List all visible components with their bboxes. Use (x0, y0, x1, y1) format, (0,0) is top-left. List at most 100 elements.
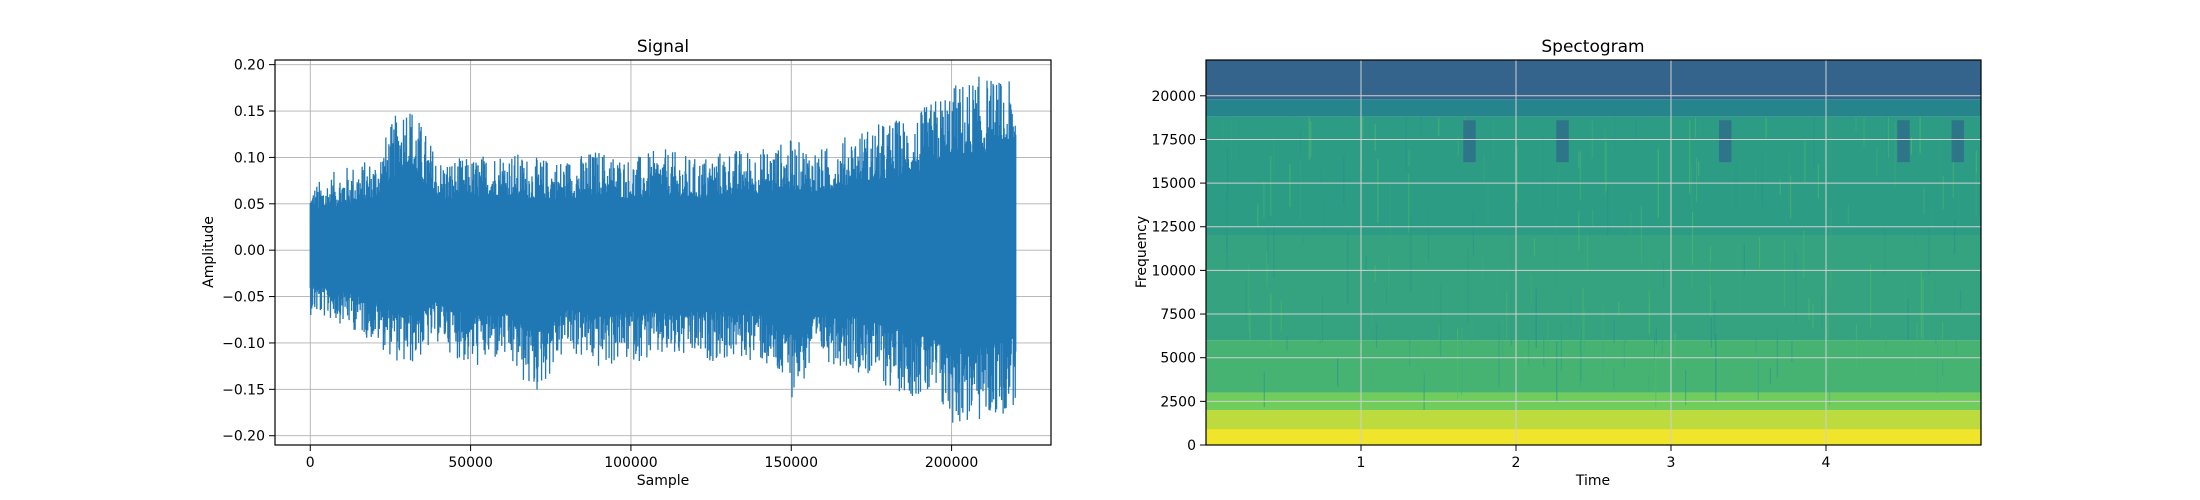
spectrogram-texture (1662, 262, 1665, 288)
spectrogram-texture (1788, 151, 1790, 208)
signal-x-tick-label: 0 (306, 455, 315, 471)
spectrogram-texture (1661, 324, 1663, 355)
spectrogram-texture (1648, 290, 1650, 334)
spectrogram-texture (1830, 271, 1832, 290)
spectrogram-texture (1578, 211, 1580, 251)
spectrogram-texture (1482, 257, 1484, 280)
spectrogram-texture (1586, 234, 1588, 271)
spectrogram-texture (1557, 145, 1560, 209)
spectrogram-texture (1337, 357, 1339, 387)
spectrogram-texture (1583, 308, 1585, 354)
spectrogram-texture (1884, 222, 1886, 275)
spectrogram-texture (1363, 121, 1365, 164)
spectrogram-texture (1790, 175, 1792, 220)
spectrogram-texture (1410, 216, 1412, 291)
signal-y-tick-label: 0.20 (234, 58, 265, 74)
spectrogram-texture (1579, 150, 1581, 200)
spectrogram-texture (1623, 334, 1625, 369)
spectrogram-texture (1405, 116, 1407, 172)
signal-y-tick-label: 0.10 (234, 150, 265, 166)
spectrogram-texture (1923, 187, 1925, 215)
spectrogram-texture (1710, 262, 1712, 287)
spectrogram-texture (1884, 333, 1887, 349)
spectrogram-texture (1821, 295, 1823, 328)
spectrogram-texture (1289, 164, 1291, 208)
spectrogram-texture (1524, 350, 1526, 370)
signal-y-tick-label: −0.15 (222, 382, 265, 398)
signal-y-tick-label: 0.15 (234, 104, 265, 120)
spectrogram-axes-frame (1205, 59, 1982, 446)
spectrogram-texture (1273, 137, 1275, 172)
spectrogram-texture (1510, 235, 1512, 280)
spectrogram-texture (1855, 116, 1857, 132)
spectrogram-texture (1554, 217, 1557, 285)
spectrogram-texture (1387, 254, 1390, 290)
spectrogram-texture (1738, 242, 1740, 313)
signal-title: Signal (637, 37, 689, 57)
spectrogram-texture (1920, 271, 1922, 338)
spectrogram-texture (1829, 116, 1832, 170)
spectrogram-texture (1324, 198, 1326, 234)
spectrogram-texture (1372, 364, 1374, 385)
signal-y-tick-label: −0.05 (222, 290, 265, 306)
spectrogram-texture (1347, 230, 1349, 305)
spectrogram-texture (1471, 317, 1473, 344)
spectrogram-texture (1570, 293, 1572, 327)
spectrogram-x-tick-label: 3 (1667, 455, 1676, 471)
spectrogram-texture (1375, 323, 1378, 348)
spectrogram-y-tick-label: 15000 (1151, 176, 1196, 192)
spectrogram-texture (1487, 182, 1489, 223)
spectrogram-notch (1556, 120, 1569, 163)
spectrogram-texture (1808, 298, 1810, 321)
spectrogram-texture (1300, 151, 1302, 220)
signal-y-tick-label: 0.05 (234, 197, 265, 213)
spectrogram-texture (1952, 139, 1954, 198)
spectrogram-texture (1511, 238, 1513, 309)
spectrogram-texture (1319, 168, 1321, 188)
spectrogram-texture (1280, 300, 1282, 332)
spectrogram-texture (1941, 322, 1944, 381)
spectrogram-texture (1691, 211, 1694, 265)
spectrogram-texture (1626, 306, 1628, 342)
spectrogram-texture (1226, 193, 1228, 253)
spectrogram-texture (1257, 204, 1259, 227)
spectrogram-texture (1942, 175, 1944, 209)
spectrogram-y-tick-label: 2500 (1160, 394, 1196, 410)
spectrogram-texture (1674, 332, 1676, 371)
spectrogram-texture (1613, 116, 1615, 153)
spectrogram-texture (1439, 284, 1442, 357)
spectrogram-texture (1613, 368, 1615, 389)
spectrogram-texture (1905, 275, 1907, 302)
spectrogram-texture (1530, 274, 1532, 304)
spectrogram-texture (1221, 116, 1223, 132)
spectrogram-texture (1580, 325, 1582, 382)
spectrogram-texture (1386, 286, 1388, 304)
spectrogram-texture (1930, 281, 1932, 302)
spectrogram-texture (1640, 205, 1643, 264)
spectrogram-title: Spectogram (1541, 37, 1644, 57)
spectrogram-texture (1273, 223, 1275, 278)
spectrogram-y-label: Frequency (1134, 216, 1150, 288)
spectrogram-texture (1830, 208, 1832, 257)
spectrogram-texture (1483, 155, 1485, 181)
spectrogram-texture (1931, 203, 1934, 234)
spectrogram-texture (1270, 156, 1272, 216)
spectrogram-texture (1263, 371, 1265, 408)
spectrogram-texture (1556, 341, 1558, 403)
spectrogram-texture (1715, 334, 1717, 402)
spectrogram-texture (1438, 117, 1440, 136)
spectrogram-texture (1377, 158, 1379, 224)
spectrogram-low-band (1206, 429, 1981, 445)
spectrogram-texture (1743, 244, 1745, 276)
spectrogram-texture (1365, 255, 1367, 270)
signal-series-core (310, 162, 1016, 339)
spectrogram-texture (1408, 173, 1410, 233)
spectrogram-texture (1592, 209, 1594, 227)
spectrogram-texture (1502, 319, 1504, 360)
spectrogram-texture (1408, 149, 1410, 167)
spectrogram-y-tick-label: 0 (1187, 438, 1196, 454)
spectrogram-texture (1630, 211, 1632, 234)
spectrogram-y-tick-label: 5000 (1160, 351, 1196, 367)
spectrogram-texture (1855, 323, 1858, 366)
spectrogram-texture (1460, 326, 1463, 396)
